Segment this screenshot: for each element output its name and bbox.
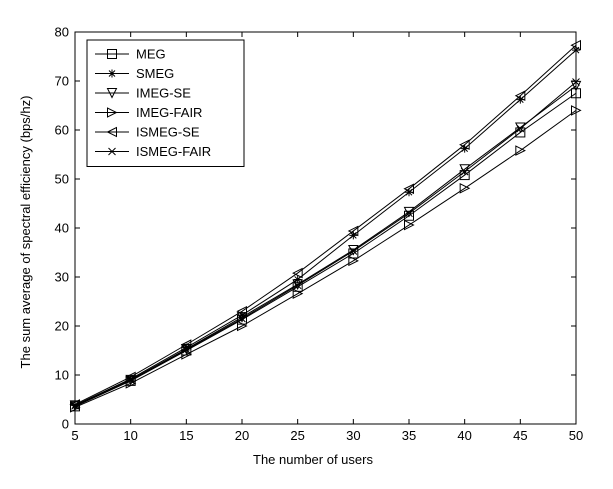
y-tick-label: 50 <box>55 172 69 187</box>
series-line <box>74 44 577 405</box>
series-imeg-fair <box>70 105 582 413</box>
data-point <box>70 402 81 413</box>
data-point <box>460 167 469 176</box>
y-tick-label: 60 <box>55 123 69 138</box>
axis-ticks: 5 10 15 20 25 30 35 40 45 50 0 10 20 30 40 50 60 70 80 <box>55 25 584 444</box>
x-tick-label: 45 <box>513 428 527 443</box>
y-tick-label: 0 <box>62 417 69 432</box>
data-point <box>349 231 358 240</box>
data-point <box>515 145 526 156</box>
x-tick-label: 35 <box>402 428 416 443</box>
legend-entry: IMEG-SE <box>95 86 191 101</box>
x-tick-label: 30 <box>346 428 360 443</box>
data-point <box>514 90 526 102</box>
data-point <box>571 105 582 116</box>
data-point <box>459 139 470 151</box>
data-point <box>69 399 80 410</box>
data-point <box>349 247 358 255</box>
legend-marker <box>106 126 117 138</box>
data-point <box>238 311 246 320</box>
series-ismeg-se <box>69 39 581 410</box>
x-tick-label: 20 <box>235 428 249 443</box>
legend-marker <box>108 69 116 78</box>
data-point <box>125 378 137 389</box>
data-point <box>516 124 525 133</box>
data-point <box>572 78 580 86</box>
legend-label: IMEG-FAIR <box>136 105 202 120</box>
data-point <box>182 343 191 352</box>
data-point <box>516 95 525 104</box>
legend-entry: MEG <box>95 47 166 62</box>
data-point <box>348 255 359 267</box>
data-point <box>405 188 413 197</box>
data-point <box>459 183 471 194</box>
data-point <box>347 225 359 237</box>
legend-label: SMEG <box>136 66 174 81</box>
data-point <box>292 288 304 299</box>
x-tick-label: 5 <box>71 428 78 443</box>
x-tick-label: 10 <box>123 428 137 443</box>
data-point <box>237 320 248 332</box>
data-point <box>181 349 192 360</box>
data-point <box>293 281 302 290</box>
legend: MEG SMEG IMEG-SE IMEG-FAIR ISMEG-SE ISMEG-FAI… <box>86 39 245 167</box>
y-tick-label: 40 <box>55 221 69 236</box>
series-ismeg-fair <box>71 78 580 410</box>
data-point <box>126 376 135 384</box>
series-line <box>74 109 577 408</box>
legend-label: ISMEG-SE <box>136 125 200 140</box>
data-point <box>572 46 580 55</box>
x-tick-label: 50 <box>569 428 583 443</box>
legend-marker <box>108 147 116 156</box>
series-line <box>74 81 577 407</box>
data-point <box>571 88 581 99</box>
data-point <box>236 305 247 317</box>
legend-box <box>86 39 245 167</box>
legend-entry: ISMEG-SE <box>95 125 200 140</box>
data-point <box>292 267 303 279</box>
series-line <box>74 49 577 406</box>
y-tick-label: 70 <box>55 74 69 89</box>
x-axis-label: The number of users <box>253 452 373 467</box>
series-line <box>74 92 577 407</box>
y-tick-label: 80 <box>55 25 69 40</box>
y-tick-label: 30 <box>55 270 69 285</box>
x-tick-label: 40 <box>457 428 471 443</box>
legend-marker <box>107 49 117 59</box>
data-point <box>404 219 415 231</box>
data-point <box>403 183 414 195</box>
data-point <box>405 209 413 218</box>
data-point <box>570 39 581 51</box>
y-tick-label: 20 <box>55 319 69 334</box>
legend-entry: IMEG-FAIR <box>95 105 202 120</box>
legend-label: ISMEG-FAIR <box>136 144 211 159</box>
series-group <box>69 39 582 413</box>
data-point <box>515 122 526 134</box>
data-point <box>182 345 191 354</box>
data-point <box>460 144 469 153</box>
legend-entry: ISMEG-FAIR <box>95 144 211 159</box>
data-point <box>238 314 246 323</box>
legend-entry: SMEG <box>95 66 174 81</box>
data-point <box>71 402 79 410</box>
legend-marker <box>107 107 118 118</box>
data-point <box>180 339 192 350</box>
legend-label: IMEG-SE <box>136 86 191 101</box>
x-tick-label: 15 <box>179 428 193 443</box>
legend-label: MEG <box>136 47 166 62</box>
legend-marker <box>106 88 118 99</box>
y-axis-label: The sum average of spectral efficiency (… <box>18 96 33 369</box>
y-tick-label: 10 <box>55 368 69 383</box>
x-tick-label: 25 <box>290 428 304 443</box>
